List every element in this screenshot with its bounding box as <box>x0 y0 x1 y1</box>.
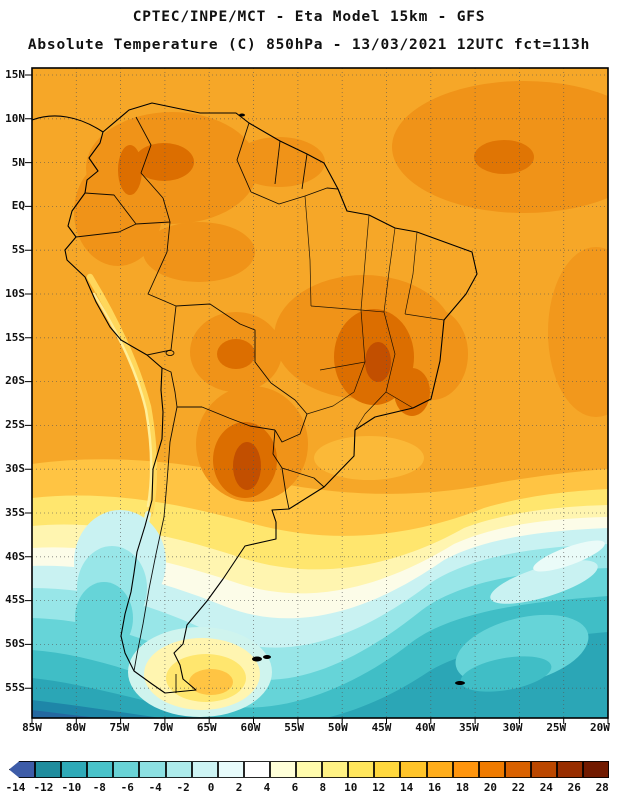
colorbar-segment <box>113 761 140 778</box>
colorbar-tick-label: 16 <box>427 781 442 794</box>
longitude-tick-label: 35W <box>458 721 479 734</box>
latitude-tick-label: 15S <box>5 330 25 344</box>
longitude-axis: 85W 80W 75W 70W 65W 60W 55W 50W 45W 40W 35W 30W 25W 2… <box>16 721 616 734</box>
latitude-tick-label: EQ <box>11 199 25 213</box>
longitude-tick-label: 60W <box>240 721 261 734</box>
colorbar-segment <box>426 761 453 778</box>
grid-lines <box>32 68 608 718</box>
colorbar-tick-label: 22 <box>511 781 525 794</box>
chart-title-line-1: CPTEC/INPE/MCT - Eta Model 15km - GFS <box>132 9 486 25</box>
colorbar-tick-label: -10 <box>61 781 82 794</box>
patagonia-warm-pocket <box>128 627 272 717</box>
longitude-tick-label: 80W <box>65 721 86 734</box>
colorbar-segment <box>583 761 610 778</box>
longitude-tick-label: 30W <box>502 721 523 734</box>
latitude-tick-label: 5N <box>11 155 25 169</box>
latitude-tick-label: 10S <box>5 286 25 300</box>
colorbar-tick-label: -12 <box>33 781 54 794</box>
map-border <box>31 67 609 719</box>
colorbar-tick-label: 4 <box>263 781 271 794</box>
longitude-tick-label: 25W <box>546 721 567 734</box>
colorbar-segment <box>35 761 62 778</box>
latitude-tick-label: 55S <box>5 680 25 694</box>
hot-region-24c <box>233 342 391 490</box>
longitude-tick-label: 65W <box>196 721 217 734</box>
colorbar-tick-label: 26 <box>567 781 581 794</box>
latitude-tick-label: 30S <box>5 462 25 476</box>
longitude-tick-label: 70W <box>153 721 173 734</box>
latitude-tick-label: 25S <box>5 418 25 432</box>
latitude-tick-label: 40S <box>5 549 25 563</box>
colorbar-tick-label: 20 <box>483 781 498 794</box>
colorbar-tick-label: 12 <box>372 781 386 794</box>
colorbar-tick-label: 14 <box>400 781 414 794</box>
islands <box>239 113 465 685</box>
lake-titicaca <box>165 350 175 356</box>
longitude-tick-label: 20W <box>590 721 610 734</box>
colorbar-tick-label: 28 <box>595 781 609 794</box>
colorbar-tick-label: -6 <box>120 781 134 794</box>
pacific-cold-tongue <box>74 510 166 654</box>
colorbar-segment <box>322 761 349 778</box>
latitude-tick-label: 35S <box>5 505 25 519</box>
colorbar-tick-label: 6 <box>291 781 299 794</box>
colorbar-segment <box>348 761 375 778</box>
colorbar-segment <box>9 761 36 778</box>
colorbar-segment <box>61 761 88 778</box>
longitude-tick-label: 55W <box>284 721 305 734</box>
colorbar-segment <box>452 761 479 778</box>
colorbar-tick-label: -4 <box>148 781 162 794</box>
latitude-tick-label: 20S <box>5 374 25 388</box>
colorbar-tick-label: 2 <box>235 781 243 794</box>
state-borders <box>304 195 445 431</box>
colorbar-segment <box>296 761 323 778</box>
longitude-tick-label: 75W <box>109 721 130 734</box>
colorbar-scale: -14 -12 -10 -8 -6 -4 -2 0 2 4 6 8 10 12 14 16 18 20 22 24 26… <box>2 781 616 794</box>
colorbar-segment <box>374 761 401 778</box>
colorbar-segment <box>87 761 114 778</box>
colorbar-tick-label: 0 <box>207 781 215 794</box>
latitude-tick-label: 45S <box>5 593 25 607</box>
colorbar-segment <box>504 761 531 778</box>
coastline <box>32 102 478 694</box>
longitude-tick-label: 50W <box>327 721 348 734</box>
colorbar <box>9 761 610 778</box>
colorbar-tick-label: -2 <box>176 781 190 794</box>
colorbar-tick-label: 18 <box>455 781 470 794</box>
temperature-field <box>32 68 608 718</box>
latitude-tick-label: 5S <box>11 243 25 257</box>
colorbar-segment <box>243 761 270 778</box>
colorbar-segment <box>478 761 505 778</box>
atlantic-cold-swirl <box>455 540 605 692</box>
latitude-axis: 15N 10N 5N EQ 5S 10S 15S 20S 25S 30S 35S 40S 45S 50S 5… <box>0 68 28 695</box>
colorbar-tick-label: 24 <box>539 781 553 794</box>
colorbar-tick-label: 8 <box>319 781 327 794</box>
latitude-tick-label: 50S <box>5 637 25 651</box>
longitude-tick-label: 40W <box>415 721 436 734</box>
colorbar-segment <box>191 761 218 778</box>
colorbar-segment <box>556 761 584 778</box>
colorbar-segment <box>165 761 192 778</box>
chart-title-line-2: Absolute Temperature (C) 850hPa - 13/03/… <box>27 37 591 53</box>
axis-ticks <box>25 74 609 724</box>
latitude-tick-label: 15N <box>5 68 25 81</box>
colorbar-tick-label: 10 <box>344 781 358 794</box>
colorbar-segment <box>269 761 297 778</box>
latitude-tick-label: 10N <box>5 111 25 125</box>
se-brazil-mild-patch <box>314 436 424 480</box>
longitude-tick-label: 85W <box>22 721 42 734</box>
colorbar-tick-label: -14 <box>5 781 26 794</box>
colorbar-segment <box>530 761 557 778</box>
colorbar-tick-label: -8 <box>92 781 106 794</box>
colorbar-segment <box>139 761 166 778</box>
longitude-tick-label: 45W <box>371 721 392 734</box>
country-borders <box>75 116 339 693</box>
colorbar-segment <box>400 761 427 778</box>
temperature-map <box>25 67 609 724</box>
colorbar-segment <box>217 761 244 778</box>
